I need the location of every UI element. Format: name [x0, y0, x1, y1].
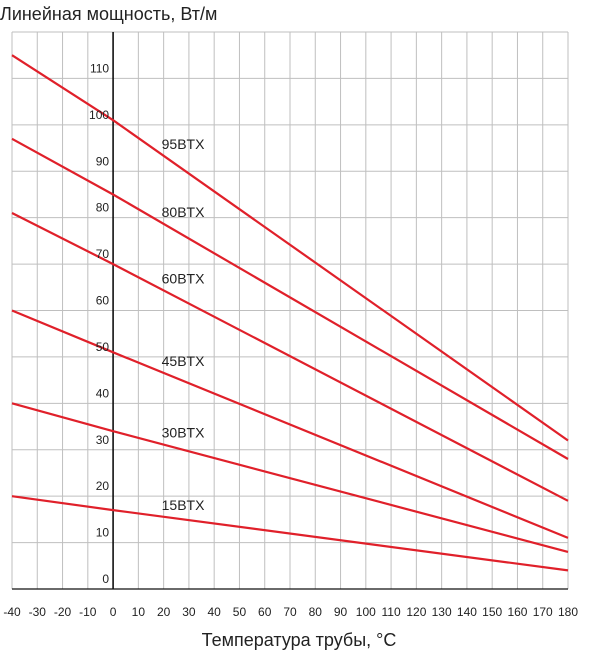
y-tick-label: 70 — [96, 247, 110, 261]
x-tick-label: 40 — [208, 605, 222, 619]
series-line-30btx — [11, 402, 569, 553]
x-axis-title: Температура трубы, °C — [201, 630, 397, 650]
x-tick-label: 110 — [382, 605, 401, 619]
x-tick-label: 180 — [558, 605, 578, 619]
y-tick-label: 40 — [96, 386, 110, 400]
y-tick-label: 100 — [89, 108, 109, 122]
x-tick-label: 30 — [182, 605, 196, 619]
y-tick-label: 80 — [96, 201, 110, 215]
y-tick-label: 60 — [96, 294, 110, 308]
series-label-80btx: 80BTX — [162, 204, 205, 220]
y-tick-label: 10 — [96, 526, 110, 540]
axes — [12, 32, 568, 590]
y-tick-label: 30 — [96, 433, 110, 447]
x-tick-label: -40 — [3, 605, 21, 619]
x-tick-label: 100 — [356, 605, 376, 619]
x-tick-label: 70 — [283, 605, 297, 619]
y-tick-label: 0 — [102, 572, 109, 586]
series-label-15btx: 15BTX — [162, 497, 205, 513]
y-tick-label: 110 — [90, 61, 109, 75]
series-label-95btx: 95BTX — [162, 136, 205, 152]
x-tick-label: -30 — [29, 605, 47, 619]
series-label-60btx: 60BTX — [162, 270, 205, 286]
y-tick-label: 20 — [96, 479, 110, 493]
x-tick-label: 80 — [309, 605, 323, 619]
x-tick-label: 140 — [457, 605, 477, 619]
x-tick-label: 130 — [432, 605, 452, 619]
series-line-45btx — [11, 309, 569, 539]
series-line-80btx — [11, 137, 569, 460]
series-line-95btx — [11, 54, 569, 442]
x-tick-label: 90 — [334, 605, 348, 619]
x-tick-label: 60 — [258, 605, 272, 619]
x-tick-label: 10 — [132, 605, 146, 619]
y-tick-label: 50 — [96, 340, 110, 354]
x-tick-label: 20 — [157, 605, 171, 619]
series-lines — [11, 54, 569, 572]
series-label-45btx: 45BTX — [162, 353, 205, 369]
x-tick-label: 150 — [482, 605, 502, 619]
series-line-60btx — [11, 212, 569, 502]
y-axis-title: Линейная мощность, Вт/м — [0, 4, 218, 24]
x-tick-label: -10 — [79, 605, 97, 619]
series-label-30btx: 30BTX — [162, 425, 205, 441]
x-tick-label: 50 — [233, 605, 247, 619]
series-labels: 95BTX 80BTX 60BTX 45BTX 30BTX 15BTX — [162, 136, 205, 513]
x-tick-label: 120 — [406, 605, 426, 619]
x-tick-label: 0 — [110, 605, 117, 619]
y-tick-label: 90 — [96, 154, 110, 168]
series-line-15btx — [11, 495, 569, 572]
tick-labels: 0 10 20 30 40 50 60 70 80 90 100 110 -40 -30 -20 -10 0 10… — [3, 61, 578, 619]
x-tick-label: -20 — [54, 605, 72, 619]
x-tick-label: 160 — [507, 605, 527, 619]
x-tick-label: 170 — [533, 605, 553, 619]
grid — [11, 31, 569, 590]
